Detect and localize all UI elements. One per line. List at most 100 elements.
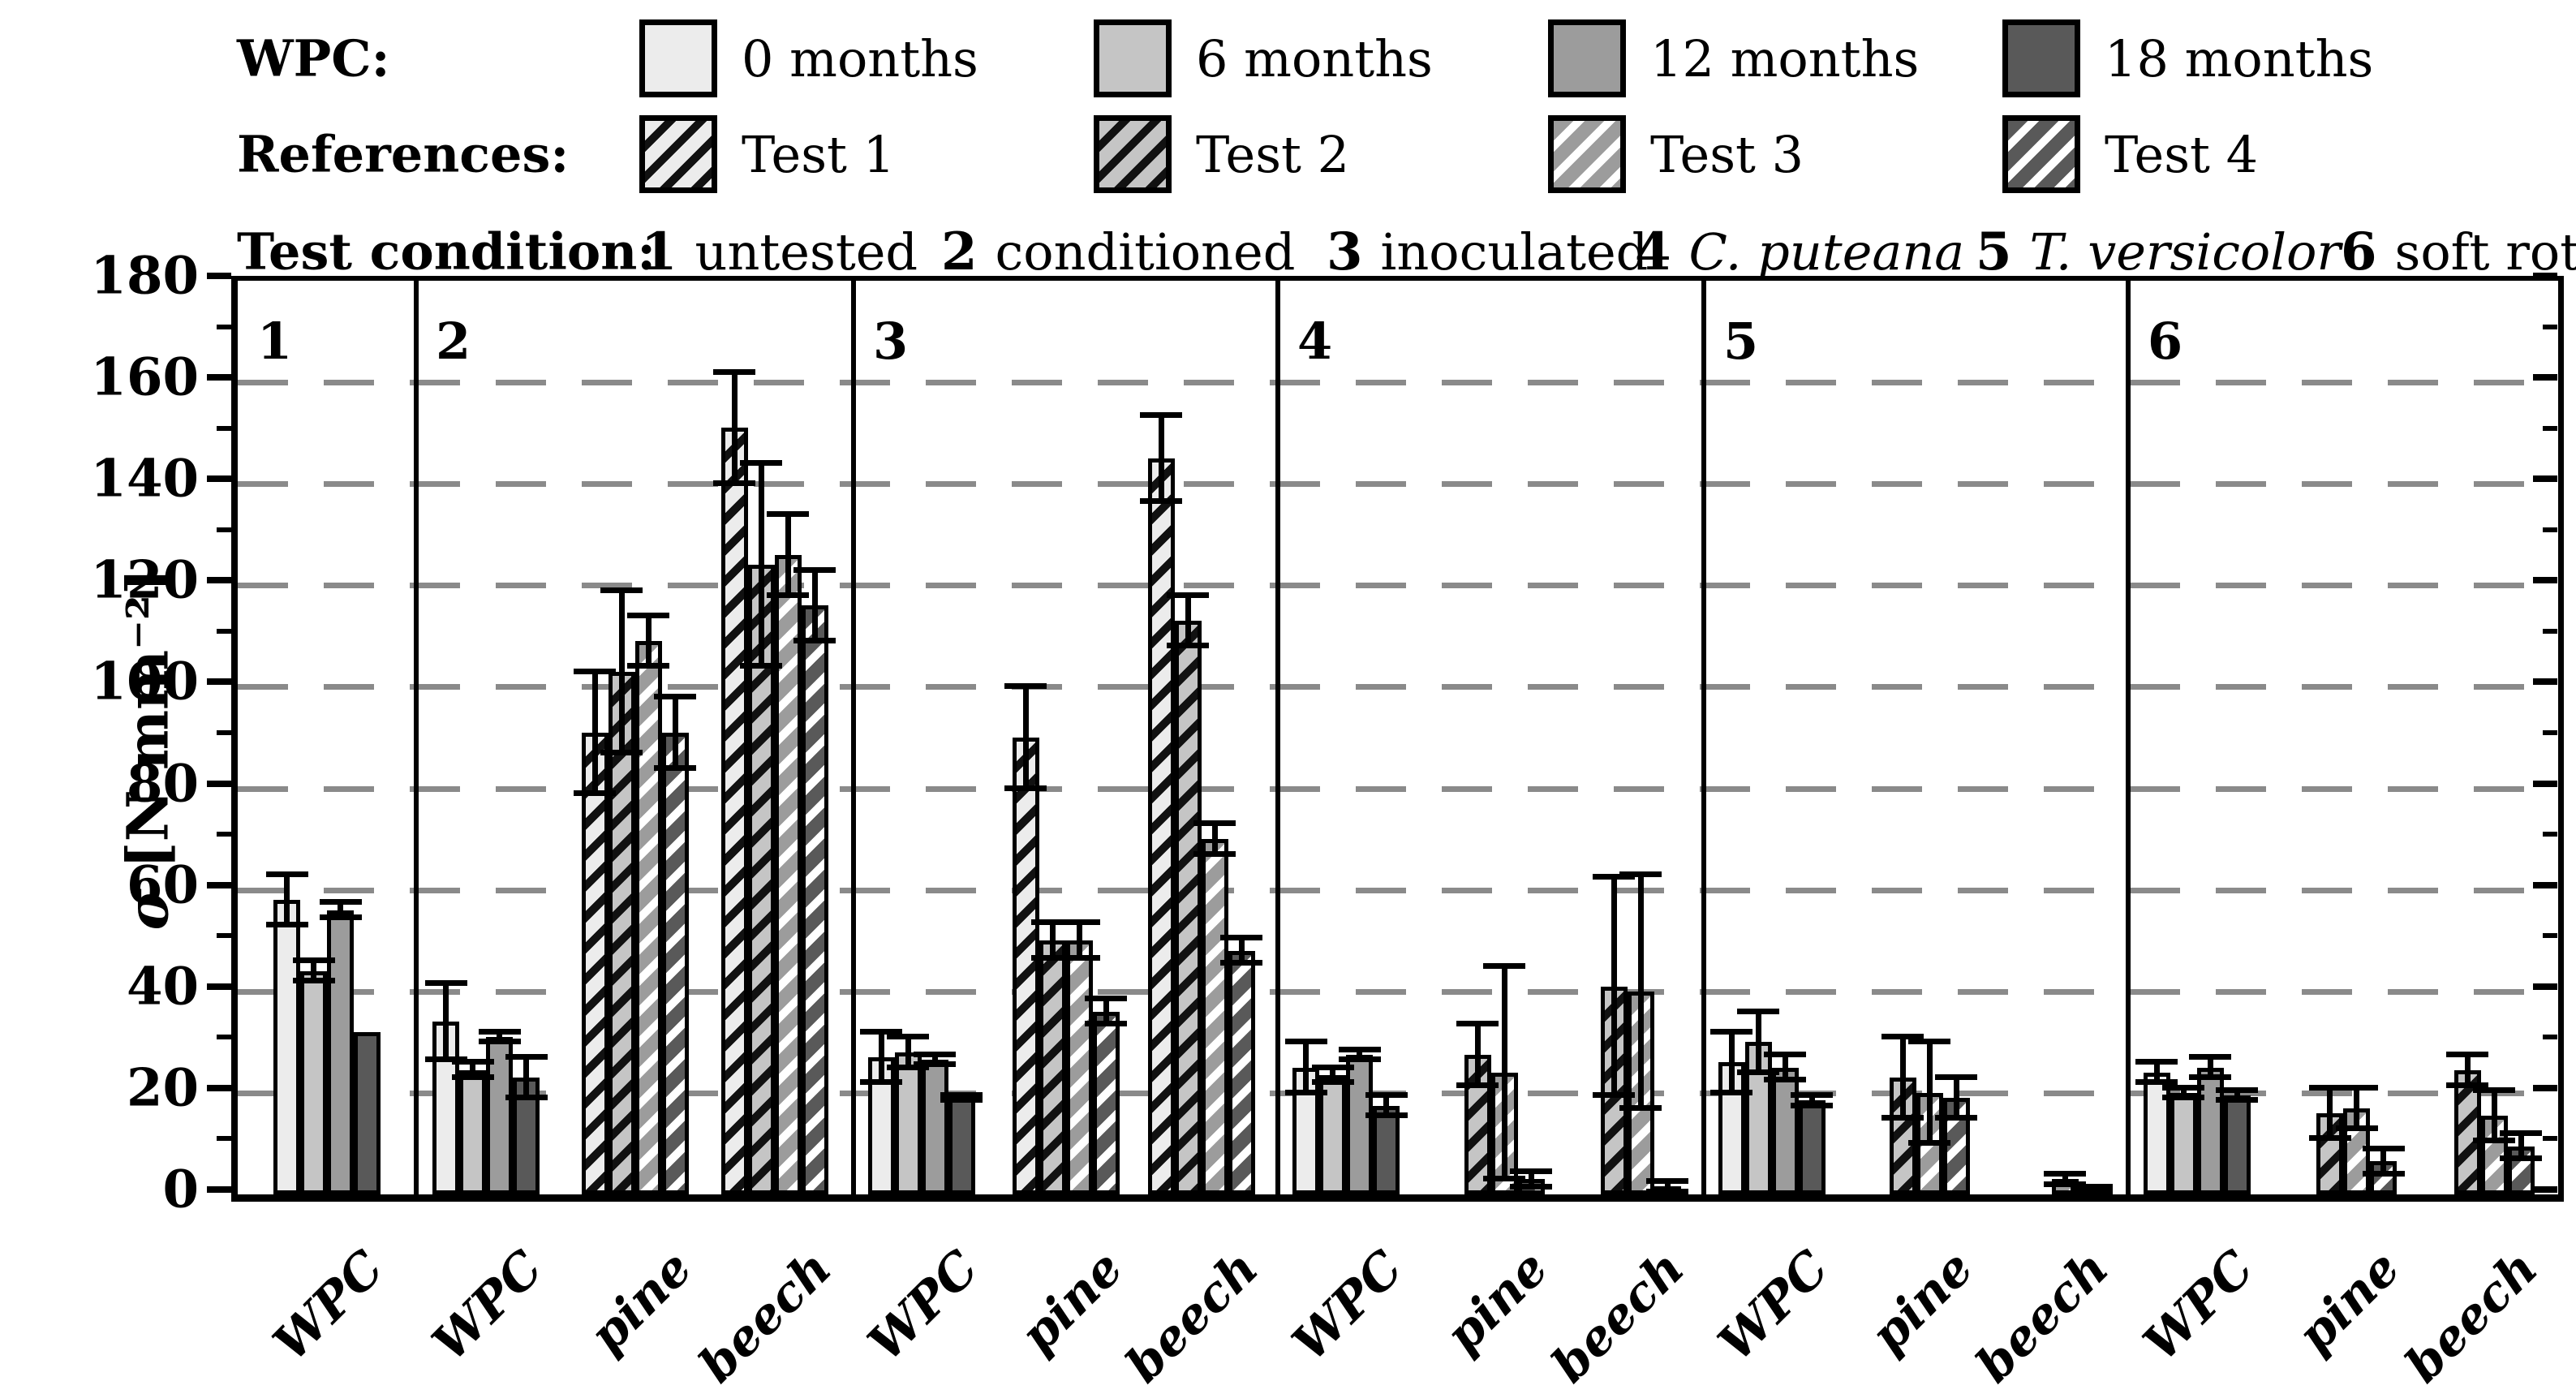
y-tick-left-0 xyxy=(207,1186,231,1193)
condition-name: C. puteana xyxy=(1688,222,1965,282)
error-cap-top xyxy=(1220,935,1263,941)
legend-label: 12 months xyxy=(1650,28,1920,88)
legend-item-wpc-3: 18 months xyxy=(2002,13,2373,104)
error-cap-bottom xyxy=(1483,1176,1525,1182)
y-tick-left-10 xyxy=(217,1136,231,1142)
error-cap-top xyxy=(2189,1054,2232,1061)
error-cap-bottom xyxy=(2500,1155,2543,1162)
legend-swatch-Test-3 xyxy=(1548,115,1626,193)
y-tick-right-80 xyxy=(2533,780,2557,787)
x-tick-label: beech xyxy=(688,1240,843,1394)
error-cap-top xyxy=(1791,1092,1834,1099)
y-tick-right-70 xyxy=(2543,832,2557,837)
y-tick-label-60: 60 xyxy=(126,854,199,916)
y-tick-label-20: 20 xyxy=(126,1057,199,1119)
condition-number: 3 xyxy=(1327,221,1363,282)
bar-1-WPC-3 xyxy=(327,910,354,1194)
condition-number: 5 xyxy=(1976,221,2012,282)
x-tick-label: beech xyxy=(1541,1240,1695,1394)
error-bar xyxy=(878,1031,884,1083)
plot-area: 1 2 3 4 5 6 xyxy=(231,276,2564,1202)
y-tick-right-180 xyxy=(2533,273,2557,279)
legend-item-ref-1: Test 2 xyxy=(1094,109,1349,200)
x-tick-label: WPC xyxy=(2132,1240,2265,1372)
bar-6-WPC-2 xyxy=(2170,1092,2197,1194)
error-cap-top xyxy=(1935,1074,1977,1081)
error-cap-top xyxy=(1456,1021,1499,1027)
y-tick-label-100: 100 xyxy=(90,651,199,712)
error-cap-top xyxy=(505,1054,548,1061)
error-cap-top xyxy=(627,612,669,618)
error-cap-bottom xyxy=(860,1079,903,1086)
error-cap-top xyxy=(2362,1145,2405,1151)
y-tick-left-120 xyxy=(207,577,231,584)
error-bar xyxy=(591,671,598,794)
bar-1-WPC-1 xyxy=(273,900,300,1194)
bar-3-beech-4 xyxy=(1228,950,1255,1194)
x-tick-label: WPC xyxy=(1281,1240,1414,1372)
error-cap-top xyxy=(1004,683,1047,690)
error-cap-bottom xyxy=(1311,1079,1354,1086)
error-cap-top xyxy=(1365,1092,1408,1099)
error-bar xyxy=(1185,595,1191,647)
y-tick-left-100 xyxy=(207,678,231,686)
y-tick-right-20 xyxy=(2533,1084,2557,1091)
legend-label: 0 months xyxy=(742,28,978,88)
error-cap-top xyxy=(767,510,810,517)
bar-2-beech-4 xyxy=(801,605,828,1194)
error-cap-bottom xyxy=(2362,1170,2405,1177)
y-tick-right-60 xyxy=(2533,881,2557,888)
legend-item-ref-3: Test 4 xyxy=(2002,109,2258,200)
error-bar xyxy=(2354,1087,2359,1129)
y-tick-left-150 xyxy=(217,425,231,431)
error-bar xyxy=(1926,1042,1933,1144)
error-bar xyxy=(2518,1133,2524,1160)
error-bar xyxy=(497,1031,503,1043)
bar-2-pine-4 xyxy=(661,732,689,1194)
error-cap-top xyxy=(740,460,783,467)
gridline-100 xyxy=(238,684,2558,691)
error-cap-bottom xyxy=(2335,1125,2378,1131)
error-cap-bottom xyxy=(505,1095,548,1101)
figure-root: { "legend": { "wpc_label": "WPC:", "refe… xyxy=(90,13,2576,1394)
bar-2-beech-2 xyxy=(747,565,775,1194)
error-cap-top xyxy=(1031,919,1073,926)
x-tick-label: pine xyxy=(1008,1240,1133,1365)
error-bar xyxy=(1303,1042,1309,1093)
y-tick-label-160: 160 xyxy=(90,346,199,408)
error-bar xyxy=(2380,1148,2386,1174)
condition-number: 1 xyxy=(641,221,677,282)
y-tick-left-110 xyxy=(217,628,231,634)
error-bar xyxy=(2464,1054,2471,1086)
error-bar xyxy=(1076,923,1082,959)
bar-3-WPC-2 xyxy=(894,1052,922,1194)
error-cap-top xyxy=(940,1092,983,1099)
error-cap-top xyxy=(2216,1086,2259,1093)
error-cap-top xyxy=(1881,1034,1924,1040)
error-bar xyxy=(1899,1037,1906,1119)
bar-3-pine-1 xyxy=(1012,738,1039,1194)
gridline-120 xyxy=(238,583,2558,589)
y-tick-right-90 xyxy=(2543,730,2557,735)
legend-swatch-Test-1 xyxy=(639,115,717,193)
x-tick-label: beech xyxy=(2394,1240,2549,1394)
error-cap-top xyxy=(451,1059,494,1065)
error-bar xyxy=(1211,824,1218,854)
condition-number: 2 xyxy=(941,221,978,282)
legend-item-ref-2: Test 3 xyxy=(1548,109,1804,200)
error-cap-top xyxy=(1311,1064,1354,1070)
y-tick-left-60 xyxy=(207,881,231,888)
error-cap-top xyxy=(265,871,308,877)
x-tick-label: pine xyxy=(1434,1240,1559,1365)
bar-3-pine-2 xyxy=(1039,940,1066,1194)
error-bar xyxy=(1953,1078,1959,1119)
y-tick-right-40 xyxy=(2533,983,2557,990)
error-cap-bottom xyxy=(1085,1021,1127,1027)
error-cap-bottom xyxy=(1058,955,1100,962)
error-cap-bottom xyxy=(2071,1188,2114,1194)
legend-swatch-12-months xyxy=(1548,19,1626,97)
bar-3-pine-3 xyxy=(1065,940,1093,1194)
y-tick-label-80: 80 xyxy=(126,753,199,815)
error-cap-top xyxy=(1085,996,1127,1002)
error-cap-bottom xyxy=(319,914,362,921)
